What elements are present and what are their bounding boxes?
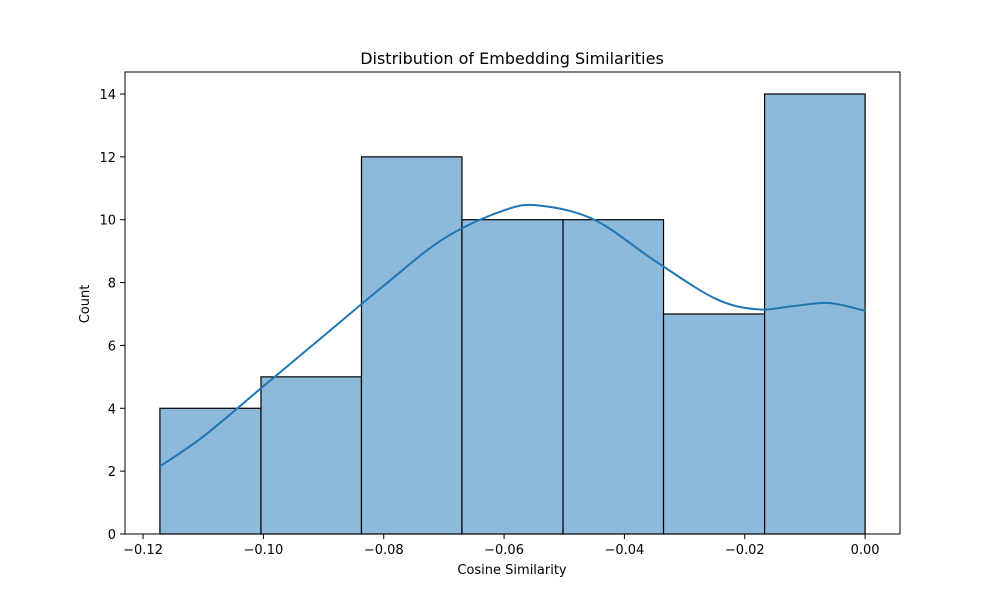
y-tick-label: 8	[108, 277, 116, 292]
y-axis-ticks: 0 2 4 6 8 10 12 14	[99, 88, 125, 543]
y-tick-label: 10	[99, 214, 116, 229]
x-tick-label: −0.08	[364, 543, 404, 558]
x-tick-label: −0.06	[484, 543, 524, 558]
x-axis-ticks: −0.12 −0.10 −0.08 −0.06 −0.04 −0.02 0.00	[123, 534, 880, 558]
y-tick-label: 14	[99, 88, 116, 103]
x-tick-label: −0.04	[604, 543, 644, 558]
histogram-bar	[764, 93, 866, 535]
x-tick-label: −0.12	[123, 543, 163, 558]
y-tick-label: 2	[108, 465, 116, 480]
histogram-bar	[461, 219, 564, 535]
y-axis-label: Count	[78, 285, 93, 324]
y-tick-label: 4	[108, 402, 116, 417]
chart-title: Distribution of Embedding Similarities	[360, 49, 664, 68]
plot-frame	[124, 71, 901, 535]
histogram-bar	[662, 313, 766, 535]
x-tick-label: −0.02	[725, 543, 765, 558]
histogram-bar	[159, 407, 262, 535]
y-tick-label: 6	[108, 339, 116, 354]
histogram-bar	[260, 376, 363, 535]
x-tick-label: −0.10	[243, 543, 283, 558]
bars-group	[159, 93, 866, 535]
histogram-bar	[562, 219, 665, 535]
kde-line	[159, 203, 866, 468]
x-axis-label: Cosine Similarity	[457, 563, 567, 578]
y-tick-label: 0	[108, 528, 116, 543]
histogram-bar	[360, 156, 463, 535]
y-tick-label: 12	[99, 151, 116, 166]
x-tick-label: 0.00	[851, 543, 880, 558]
